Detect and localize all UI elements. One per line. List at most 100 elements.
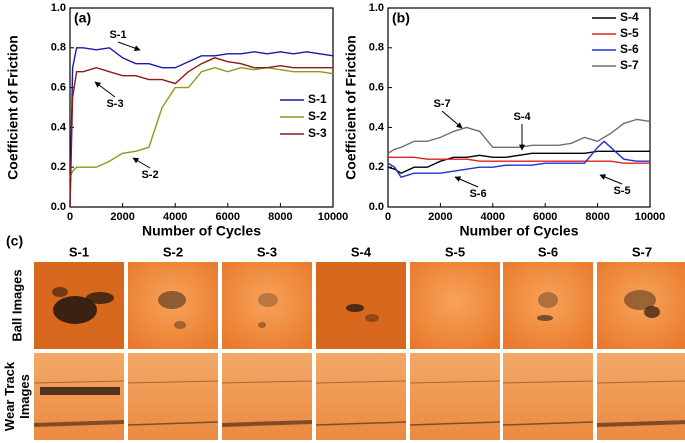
row-label: Images bbox=[17, 374, 32, 419]
wear-track-image bbox=[316, 353, 406, 440]
wear-debris bbox=[158, 291, 186, 309]
series-line bbox=[388, 156, 650, 164]
series-line bbox=[387, 150, 650, 174]
wear-track-image bbox=[128, 353, 218, 440]
sample-header: S-7 bbox=[632, 244, 652, 259]
wear-debris bbox=[258, 322, 266, 328]
wear-track-image bbox=[503, 353, 593, 440]
legend-label: S-4 bbox=[620, 10, 639, 24]
panel-label: (a) bbox=[74, 10, 91, 26]
x-tick-label: 2000 bbox=[110, 211, 134, 223]
annotation-arrow bbox=[454, 176, 479, 188]
track-edge bbox=[315, 380, 407, 384]
legend-label: S-2 bbox=[308, 109, 327, 123]
sample-header: S-2 bbox=[163, 244, 183, 259]
wear-debris bbox=[40, 387, 120, 395]
plot-frame bbox=[387, 7, 651, 208]
ball-image bbox=[503, 262, 593, 349]
y-tick-label: 0.4 bbox=[51, 121, 67, 133]
y-axis-label: Coefficient of Friction bbox=[5, 35, 21, 180]
annotation: S-3 bbox=[106, 98, 123, 110]
annotation-arrow bbox=[599, 174, 623, 185]
x-axis-label: Number of Cycles bbox=[142, 223, 261, 239]
track-edge bbox=[596, 420, 685, 427]
x-axis-label: Number of Cycles bbox=[459, 223, 578, 239]
panel-label: (c) bbox=[6, 233, 23, 249]
legend-label: S-6 bbox=[620, 42, 639, 56]
y-tick-label: 0.8 bbox=[51, 42, 66, 54]
wear-debris bbox=[86, 292, 114, 304]
wear-track-image bbox=[410, 353, 500, 440]
sample-header: S-3 bbox=[257, 244, 277, 259]
ball-image bbox=[597, 262, 685, 349]
x-tick-label: 6000 bbox=[533, 211, 557, 223]
track-edge bbox=[409, 380, 501, 384]
wear-debris bbox=[346, 304, 364, 312]
y-tick-label: 0.8 bbox=[369, 42, 384, 54]
track-edge bbox=[502, 380, 594, 384]
track-edge bbox=[127, 421, 219, 426]
track-edge bbox=[33, 380, 125, 384]
y-tick-label: 0.6 bbox=[51, 82, 66, 94]
x-tick-label: 10000 bbox=[635, 211, 666, 223]
x-tick-label: 0 bbox=[385, 211, 391, 223]
y-tick-label: 0.6 bbox=[369, 82, 384, 94]
track-edge bbox=[221, 380, 313, 384]
ball-image bbox=[410, 262, 500, 349]
annotation-arrow bbox=[441, 110, 463, 129]
annotation-arrow bbox=[94, 81, 116, 98]
x-tick-label: 6000 bbox=[216, 211, 240, 223]
track-edge bbox=[127, 380, 219, 384]
legend-label: S-5 bbox=[620, 26, 639, 40]
legend-label: S-1 bbox=[308, 92, 327, 106]
y-tick-label: 0.0 bbox=[51, 201, 66, 213]
annotation-arrow bbox=[117, 41, 141, 51]
y-axis-label: Coefficient of Friction bbox=[343, 35, 359, 180]
sample-header: S-1 bbox=[69, 244, 89, 259]
track-edge bbox=[33, 420, 125, 427]
annotation: S-4 bbox=[513, 111, 531, 123]
track-edge bbox=[315, 421, 407, 426]
wear-debris bbox=[624, 290, 656, 310]
annotation: S-5 bbox=[613, 185, 630, 197]
x-tick-label: 4000 bbox=[163, 211, 187, 223]
wear-debris bbox=[644, 306, 660, 318]
x-tick-label: 8000 bbox=[585, 211, 609, 223]
panel-label: (b) bbox=[392, 10, 410, 26]
track-edge bbox=[221, 420, 313, 427]
series-line bbox=[387, 140, 650, 179]
legend-label: S-7 bbox=[620, 58, 639, 72]
x-tick-label: 10000 bbox=[318, 211, 349, 223]
series-line bbox=[69, 57, 333, 208]
x-tick-label: 0 bbox=[67, 211, 73, 223]
wear-debris bbox=[53, 296, 97, 324]
wear-debris bbox=[174, 321, 186, 329]
legend-label: S-3 bbox=[308, 126, 327, 140]
annotation: S-2 bbox=[141, 169, 158, 181]
y-tick-label: 0.0 bbox=[369, 201, 384, 213]
wear-debris bbox=[365, 314, 379, 322]
row-label: Wear Track bbox=[2, 361, 17, 431]
track-edge bbox=[502, 421, 594, 426]
wear-track-image bbox=[34, 353, 124, 440]
series-line bbox=[69, 47, 334, 208]
wear-debris bbox=[52, 287, 68, 297]
annotation: S-6 bbox=[469, 188, 486, 200]
y-tick-label: 0.4 bbox=[369, 121, 385, 133]
track-edge bbox=[409, 421, 501, 426]
y-tick-label: 1.0 bbox=[51, 2, 66, 14]
series-line bbox=[69, 66, 334, 178]
ball-image bbox=[222, 262, 312, 349]
track-edge bbox=[596, 380, 685, 384]
sample-header: S-4 bbox=[351, 244, 372, 259]
x-tick-label: 4000 bbox=[481, 211, 505, 223]
wear-debris bbox=[538, 292, 558, 308]
plot-frame bbox=[69, 7, 334, 208]
annotation: S-1 bbox=[109, 29, 126, 41]
sample-header: S-6 bbox=[538, 244, 558, 259]
y-tick-label: 0.2 bbox=[369, 161, 384, 173]
wear-debris bbox=[537, 315, 553, 321]
wear-track-image bbox=[597, 353, 685, 440]
row-label: Ball Images bbox=[9, 269, 24, 341]
